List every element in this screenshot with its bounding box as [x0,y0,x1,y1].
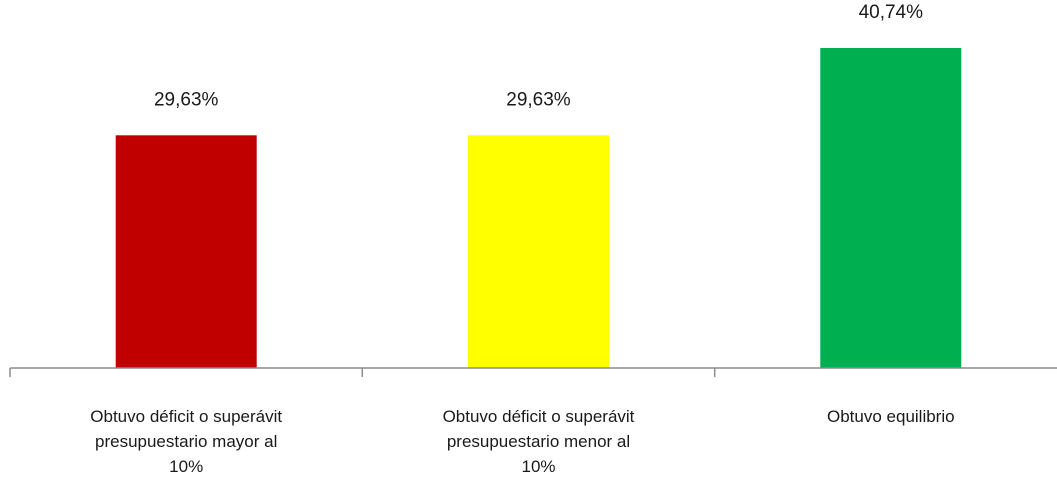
bar-3 [820,48,962,368]
data-labels-group: 29,63% 29,63% 40,74% [154,2,923,110]
bars-group [115,48,962,368]
category-label-1: Obtuvo déficit o superávit presupuestario… [90,407,282,476]
data-label-3: 40,74% [859,2,924,23]
category-label-2: Obtuvo déficit o superávit presupuestario… [443,407,635,476]
bar-1 [115,135,257,368]
x-axis [9,367,1057,377]
category-label-3: Obtuvo equilibrio [827,407,955,426]
bar-2 [468,135,609,368]
data-label-2: 29,63% [506,89,571,110]
data-label-1: 29,63% [154,89,219,110]
category-labels-group: Obtuvo déficit o superávit presupuestario… [90,407,954,476]
